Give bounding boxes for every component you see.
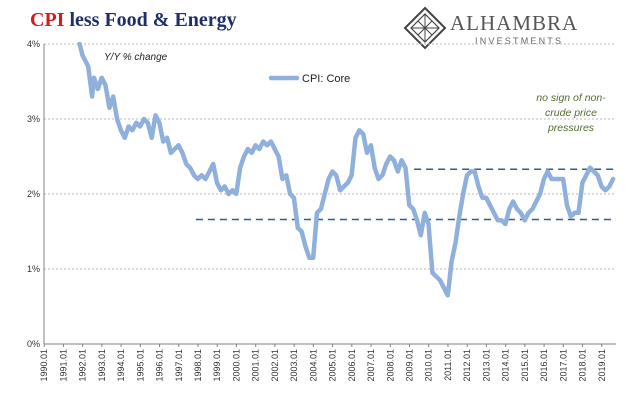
chart-title: CPI less Food & Energy xyxy=(30,9,237,32)
x-tick-label: 1992.01 xyxy=(78,349,88,382)
annotation-line: pressures xyxy=(547,122,595,134)
x-tick-label: 1991.01 xyxy=(58,349,68,382)
y-tick-label: 4% xyxy=(27,39,40,49)
x-tick-label: 1998.01 xyxy=(193,349,203,382)
logo-name: ALHAMBRA xyxy=(450,11,579,35)
title-cpi: CPI xyxy=(30,9,65,31)
x-tick-label: 2009.01 xyxy=(405,349,415,382)
legend-label: CPI: Core xyxy=(302,73,350,85)
x-tick-label: 2002.01 xyxy=(270,349,280,382)
x-tick-label: 2003.01 xyxy=(289,349,299,382)
logo-subtitle: INVESTMENTS xyxy=(475,36,564,46)
x-tick-label: 1994.01 xyxy=(116,349,126,382)
x-tick-label: 2019.01 xyxy=(597,349,607,382)
alhambra-logo: ALHAMBRA INVESTMENTS xyxy=(403,6,613,50)
unit-label: Y/Y % change xyxy=(104,52,168,63)
y-tick-label: 1% xyxy=(27,264,40,274)
x-tick-label: 2017.01 xyxy=(558,349,568,382)
x-tick-label: 2000.01 xyxy=(231,349,241,382)
x-tick-label: 2004.01 xyxy=(308,349,318,382)
x-tick-label: 2010.01 xyxy=(424,349,434,382)
y-tick-label: 0% xyxy=(27,339,40,349)
x-tick-label: 2013.01 xyxy=(481,349,491,382)
x-tick-label: 1999.01 xyxy=(212,349,222,382)
title-rest: less Food & Energy xyxy=(64,9,237,31)
y-tick-label: 3% xyxy=(27,114,40,124)
x-tick-label: 2001.01 xyxy=(251,349,261,382)
x-tick-label: 2015.01 xyxy=(520,349,530,382)
x-tick-label: 1993.01 xyxy=(97,349,107,382)
x-tick-label: 2011.01 xyxy=(443,349,453,381)
x-tick-label: 1997.01 xyxy=(174,349,184,382)
x-tick-label: 1990.01 xyxy=(39,349,49,382)
x-tick-label: 2008.01 xyxy=(385,349,395,382)
series-line-cpi-core xyxy=(77,41,616,298)
x-tick-label: 2007.01 xyxy=(366,349,376,382)
x-tick-label: 2014.01 xyxy=(501,349,511,382)
x-tick-label: 2012.01 xyxy=(462,349,472,382)
y-tick-label: 2% xyxy=(27,189,40,199)
annotation-line: crude price xyxy=(545,107,597,119)
annotation-line: no sign of non- xyxy=(536,92,606,104)
x-tick-label: 2018.01 xyxy=(578,349,588,382)
x-tick-label: 2006.01 xyxy=(347,349,357,382)
x-tick-label: 2016.01 xyxy=(539,349,549,382)
x-tick-label: 2005.01 xyxy=(328,349,338,382)
x-tick-label: 1995.01 xyxy=(135,349,145,382)
x-tick-label: 1996.01 xyxy=(155,349,165,382)
diamond-logo-icon xyxy=(403,6,447,50)
